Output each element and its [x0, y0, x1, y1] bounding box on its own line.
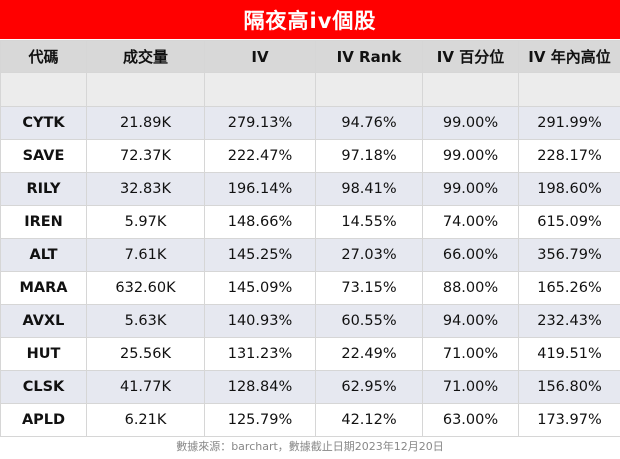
cell-iv-percentile: 63.00% [422, 403, 519, 437]
cell-iv-percentile: 88.00% [422, 271, 519, 305]
cell-iv-year-high: 156.80% [518, 370, 620, 404]
cell-iv-percentile: 99.00% [422, 139, 519, 173]
source-note: 數據來源：barchart，數據截止日期2023年12月20日 [176, 440, 444, 453]
table-row: ALT 7.61K 145.25% 27.03% 66.00% 356.79% [0, 238, 620, 272]
table-header-row: 代碼 成交量 IV IV Rank IV 百分位 IV 年內高位 [0, 40, 620, 73]
cell-iv-rank: 62.95% [315, 370, 423, 404]
cell-iv: 128.84% [204, 370, 316, 404]
column-header-iv: IV [204, 40, 316, 73]
cell-symbol: CYTK [0, 106, 87, 140]
cell-iv-rank: 60.55% [315, 304, 423, 338]
column-header-iv-year-high: IV 年內高位 [518, 40, 620, 73]
cell-iv-rank: 94.76% [315, 106, 423, 140]
cell-iv-rank: 14.55% [315, 205, 423, 239]
cell-iv: 222.47% [204, 139, 316, 173]
cell-iv-percentile: 71.00% [422, 337, 519, 371]
cell-iv-percentile: 94.00% [422, 304, 519, 338]
cell-iv: 148.66% [204, 205, 316, 239]
cell-iv: 145.25% [204, 238, 316, 272]
cell-iv-year-high: 173.97% [518, 403, 620, 437]
iv-table: 代碼 成交量 IV IV Rank IV 百分位 IV 年內高位 CYTK 21.… [0, 40, 620, 437]
column-header-volume: 成交量 [86, 40, 205, 73]
cell-iv-rank: 97.18% [315, 139, 423, 173]
cell-iv-percentile: 99.00% [422, 172, 519, 206]
cell-volume: 32.83K [86, 172, 205, 206]
cell-symbol: RILY [0, 172, 87, 206]
cell-volume: 25.56K [86, 337, 205, 371]
cell-iv-rank: 98.41% [315, 172, 423, 206]
cell-symbol: IREN [0, 205, 87, 239]
cell-iv: 145.09% [204, 271, 316, 305]
cell-volume: 6.21K [86, 403, 205, 437]
cell-iv: 140.93% [204, 304, 316, 338]
cell-iv-year-high: 615.09% [518, 205, 620, 239]
cell-volume: 5.63K [86, 304, 205, 338]
cell-volume: 72.37K [86, 139, 205, 173]
cell-iv-year-high: 419.51% [518, 337, 620, 371]
cell-symbol: SAVE [0, 139, 87, 173]
cell-iv-year-high: 356.79% [518, 238, 620, 272]
cell-iv-percentile: 71.00% [422, 370, 519, 404]
cell-symbol: CLSK [0, 370, 87, 404]
cell-iv: 196.14% [204, 172, 316, 206]
cell-volume: 632.60K [86, 271, 205, 305]
cell-iv-rank: 42.12% [315, 403, 423, 437]
cell-iv-year-high: 291.99% [518, 106, 620, 140]
cell-iv-rank: 73.15% [315, 271, 423, 305]
table-row: RILY 32.83K 196.14% 98.41% 99.00% 198.60% [0, 172, 620, 206]
cell-iv-percentile: 66.00% [422, 238, 519, 272]
table-row: CYTK 21.89K 279.13% 94.76% 99.00% 291.99% [0, 106, 620, 140]
cell-symbol: APLD [0, 403, 87, 437]
cell-iv-year-high: 228.17% [518, 139, 620, 173]
cell-volume: 21.89K [86, 106, 205, 140]
cell-volume: 7.61K [86, 238, 205, 272]
cell-iv-rank: 27.03% [315, 238, 423, 272]
table-row: CLSK 41.77K 128.84% 62.95% 71.00% 156.80% [0, 370, 620, 404]
column-header-iv-rank: IV Rank [315, 40, 423, 73]
cell-iv-year-high: 165.26% [518, 271, 620, 305]
cell-volume: 41.77K [86, 370, 205, 404]
table-row: MARA 632.60K 145.09% 73.15% 88.00% 165.26% [0, 271, 620, 305]
table-row: APLD 6.21K 125.79% 42.12% 63.00% 173.97% [0, 403, 620, 437]
cell-symbol: HUT [0, 337, 87, 371]
cell-iv: 279.13% [204, 106, 316, 140]
table-spacer-row [0, 72, 620, 107]
cell-symbol: ALT [0, 238, 87, 272]
cell-iv-percentile: 99.00% [422, 106, 519, 140]
cell-iv-year-high: 198.60% [518, 172, 620, 206]
cell-iv-year-high: 232.43% [518, 304, 620, 338]
cell-iv-rank: 22.49% [315, 337, 423, 371]
cell-volume: 5.97K [86, 205, 205, 239]
cell-iv-percentile: 74.00% [422, 205, 519, 239]
column-header-symbol: 代碼 [0, 40, 87, 73]
column-header-iv-percentile: IV 百分位 [422, 40, 519, 73]
page-title: 隔夜高iv個股 [0, 0, 620, 39]
table-row: HUT 25.56K 131.23% 22.49% 71.00% 419.51% [0, 337, 620, 371]
table-row: AVXL 5.63K 140.93% 60.55% 94.00% 232.43% [0, 304, 620, 338]
cell-iv: 131.23% [204, 337, 316, 371]
table-row: IREN 5.97K 148.66% 14.55% 74.00% 615.09% [0, 205, 620, 239]
table-row: SAVE 72.37K 222.47% 97.18% 99.00% 228.17% [0, 139, 620, 173]
cell-iv: 125.79% [204, 403, 316, 437]
cell-symbol: MARA [0, 271, 87, 305]
cell-symbol: AVXL [0, 304, 87, 338]
